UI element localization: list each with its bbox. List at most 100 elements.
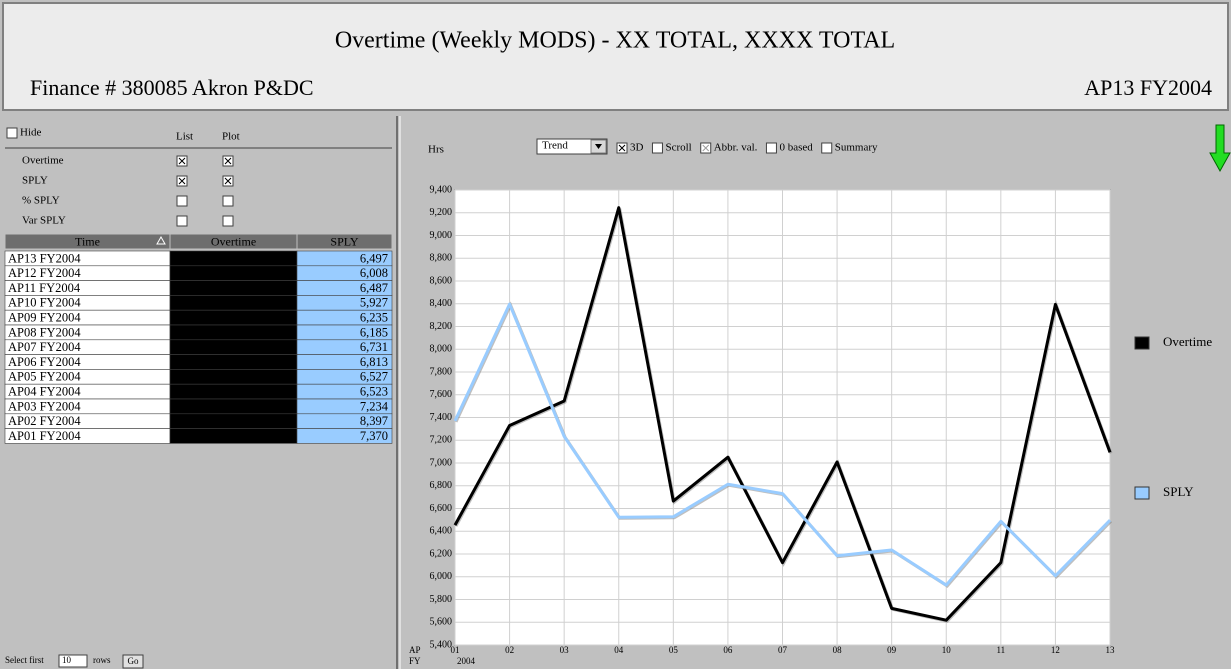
trend-select-value: Trend xyxy=(542,140,568,152)
x-tick-label: 06 xyxy=(723,645,733,655)
option-label: Scroll xyxy=(665,142,691,154)
table-cell-text: AP10 FY2004 xyxy=(8,296,81,310)
y-tick-label: 7,000 xyxy=(430,457,453,468)
table-cell-text: AP08 FY2004 xyxy=(8,325,81,339)
table-cell-text: AP13 FY2004 xyxy=(8,251,81,265)
table-cell-text: 6,523 xyxy=(360,384,388,398)
measure-label: Overtime xyxy=(22,155,64,167)
table-cell-text: 6,124 xyxy=(265,340,294,354)
trend-select[interactable] xyxy=(536,138,608,155)
table-cell-text: 6,124 xyxy=(265,281,294,295)
option-label: 0 based xyxy=(779,142,813,154)
table-cell-text: 6,527 xyxy=(360,370,388,384)
period: AP13 FY2004 xyxy=(1084,75,1212,100)
table-cell-text: 6,497 xyxy=(360,251,388,265)
rows-input-value: 10 xyxy=(62,655,72,665)
y-tick-label: 5,400 xyxy=(430,639,453,650)
table-cell-text: 5,618 xyxy=(265,296,293,310)
table-cell-text: AP11 FY2004 xyxy=(8,281,81,295)
option-label: 3D xyxy=(630,142,644,154)
y-tick-label: 8,400 xyxy=(430,298,453,309)
header-box xyxy=(2,2,1229,111)
table-cell xyxy=(296,428,393,444)
y-tick-label: 8,800 xyxy=(430,253,453,264)
y-tick-label: 9,200 xyxy=(430,207,453,218)
checkbox[interactable] xyxy=(176,195,188,207)
measure-label: SPLY xyxy=(22,175,48,187)
table-header-label: SPLY xyxy=(330,234,358,248)
check-mark xyxy=(178,177,186,185)
table-cell-text: AP12 FY2004 xyxy=(8,266,81,280)
x-tick-label: 07 xyxy=(778,645,788,655)
checkbox[interactable] xyxy=(176,215,188,227)
series-line xyxy=(453,206,1112,622)
checkbox[interactable] xyxy=(222,215,234,227)
rows-input[interactable] xyxy=(58,654,88,668)
down-arrow[interactable] xyxy=(1209,124,1231,173)
checkbox[interactable] xyxy=(821,142,833,154)
table-cell-text: 5,927 xyxy=(360,296,388,310)
select-arrow xyxy=(595,144,602,149)
y-tick-label: 5,600 xyxy=(430,617,453,628)
measure-label: Var SPLY xyxy=(22,215,66,227)
table-cell-text: 6,008 xyxy=(360,266,388,280)
y-tick-label: 8,200 xyxy=(430,321,453,332)
go-button-label: Go xyxy=(128,656,139,666)
table-cell-text: 7,094 xyxy=(265,251,294,265)
check-mark xyxy=(618,144,626,152)
table-cell-text: 7,545 xyxy=(265,399,293,413)
y-tick-label: 7,400 xyxy=(430,412,453,423)
checkbox[interactable] xyxy=(6,127,18,139)
y-tick-label: 7,200 xyxy=(430,435,453,446)
table-cell-text: 7,009 xyxy=(265,325,293,339)
table-header-label: Time xyxy=(75,234,100,248)
table-cell-text: AP07 FY2004 xyxy=(8,340,81,354)
y-tick-label: 6,800 xyxy=(430,480,453,491)
table-cell-text: 8,394 xyxy=(265,266,294,280)
y-tick-label: 6,400 xyxy=(430,526,453,537)
measure-label: % SPLY xyxy=(22,195,60,207)
x-sub-label: 2004 xyxy=(457,656,476,666)
legend-swatch xyxy=(1134,486,1150,500)
table-cell-text: 6,731 xyxy=(360,340,388,354)
table-cell-text: 6,665 xyxy=(265,370,293,384)
check-mark xyxy=(702,144,710,152)
x-row-label: AP xyxy=(409,645,421,655)
y-tick-label: 5,800 xyxy=(430,594,453,605)
y-tick-label: 7,800 xyxy=(430,366,453,377)
checkbox[interactable] xyxy=(222,195,234,207)
table-cell-text: 7,234 xyxy=(360,399,389,413)
table-cell-text: 7,370 xyxy=(360,429,388,443)
x-tick-label: 09 xyxy=(887,645,897,655)
checkbox[interactable] xyxy=(765,142,777,154)
y-tick-label: 7,600 xyxy=(430,389,453,400)
x-tick-label: 11 xyxy=(996,645,1005,655)
table-header-label: Overtime xyxy=(211,234,256,248)
legend-label: SPLY xyxy=(1163,484,1194,499)
go-button[interactable] xyxy=(122,654,144,669)
x-tick-label: 13 xyxy=(1106,645,1116,655)
table-cell-text: AP05 FY2004 xyxy=(8,370,81,384)
table-cell-text: 8,397 xyxy=(360,414,388,428)
sort-icon[interactable] xyxy=(156,235,166,245)
table-cell-text: 9,245 xyxy=(265,384,293,398)
title: Overtime (Weekly MODS) - XX TOTAL, XXXX … xyxy=(335,28,895,54)
checkbox[interactable] xyxy=(651,142,663,154)
table-cell-text: 7,051 xyxy=(265,355,293,369)
check-mark xyxy=(178,157,186,165)
check-mark xyxy=(224,157,232,165)
check-mark xyxy=(224,177,232,185)
x-tick-label: 03 xyxy=(560,645,570,655)
y-axis-label: Hrs xyxy=(428,144,444,156)
hide-label: Hide xyxy=(20,127,42,139)
x-tick-label: 01 xyxy=(451,645,460,655)
legend-swatch xyxy=(1134,336,1150,350)
finance: Finance # 380085 Akron P&DC xyxy=(30,75,314,100)
x-tick-label: 10 xyxy=(942,645,952,655)
table-cell-text: AP04 FY2004 xyxy=(8,384,81,398)
y-tick-label: 8,600 xyxy=(430,275,453,286)
y-tick-label: 8,000 xyxy=(430,344,453,355)
footer-text: Select first xyxy=(5,655,44,665)
x-tick-label: 12 xyxy=(1051,645,1060,655)
table-cell-text: 6,813 xyxy=(360,355,388,369)
